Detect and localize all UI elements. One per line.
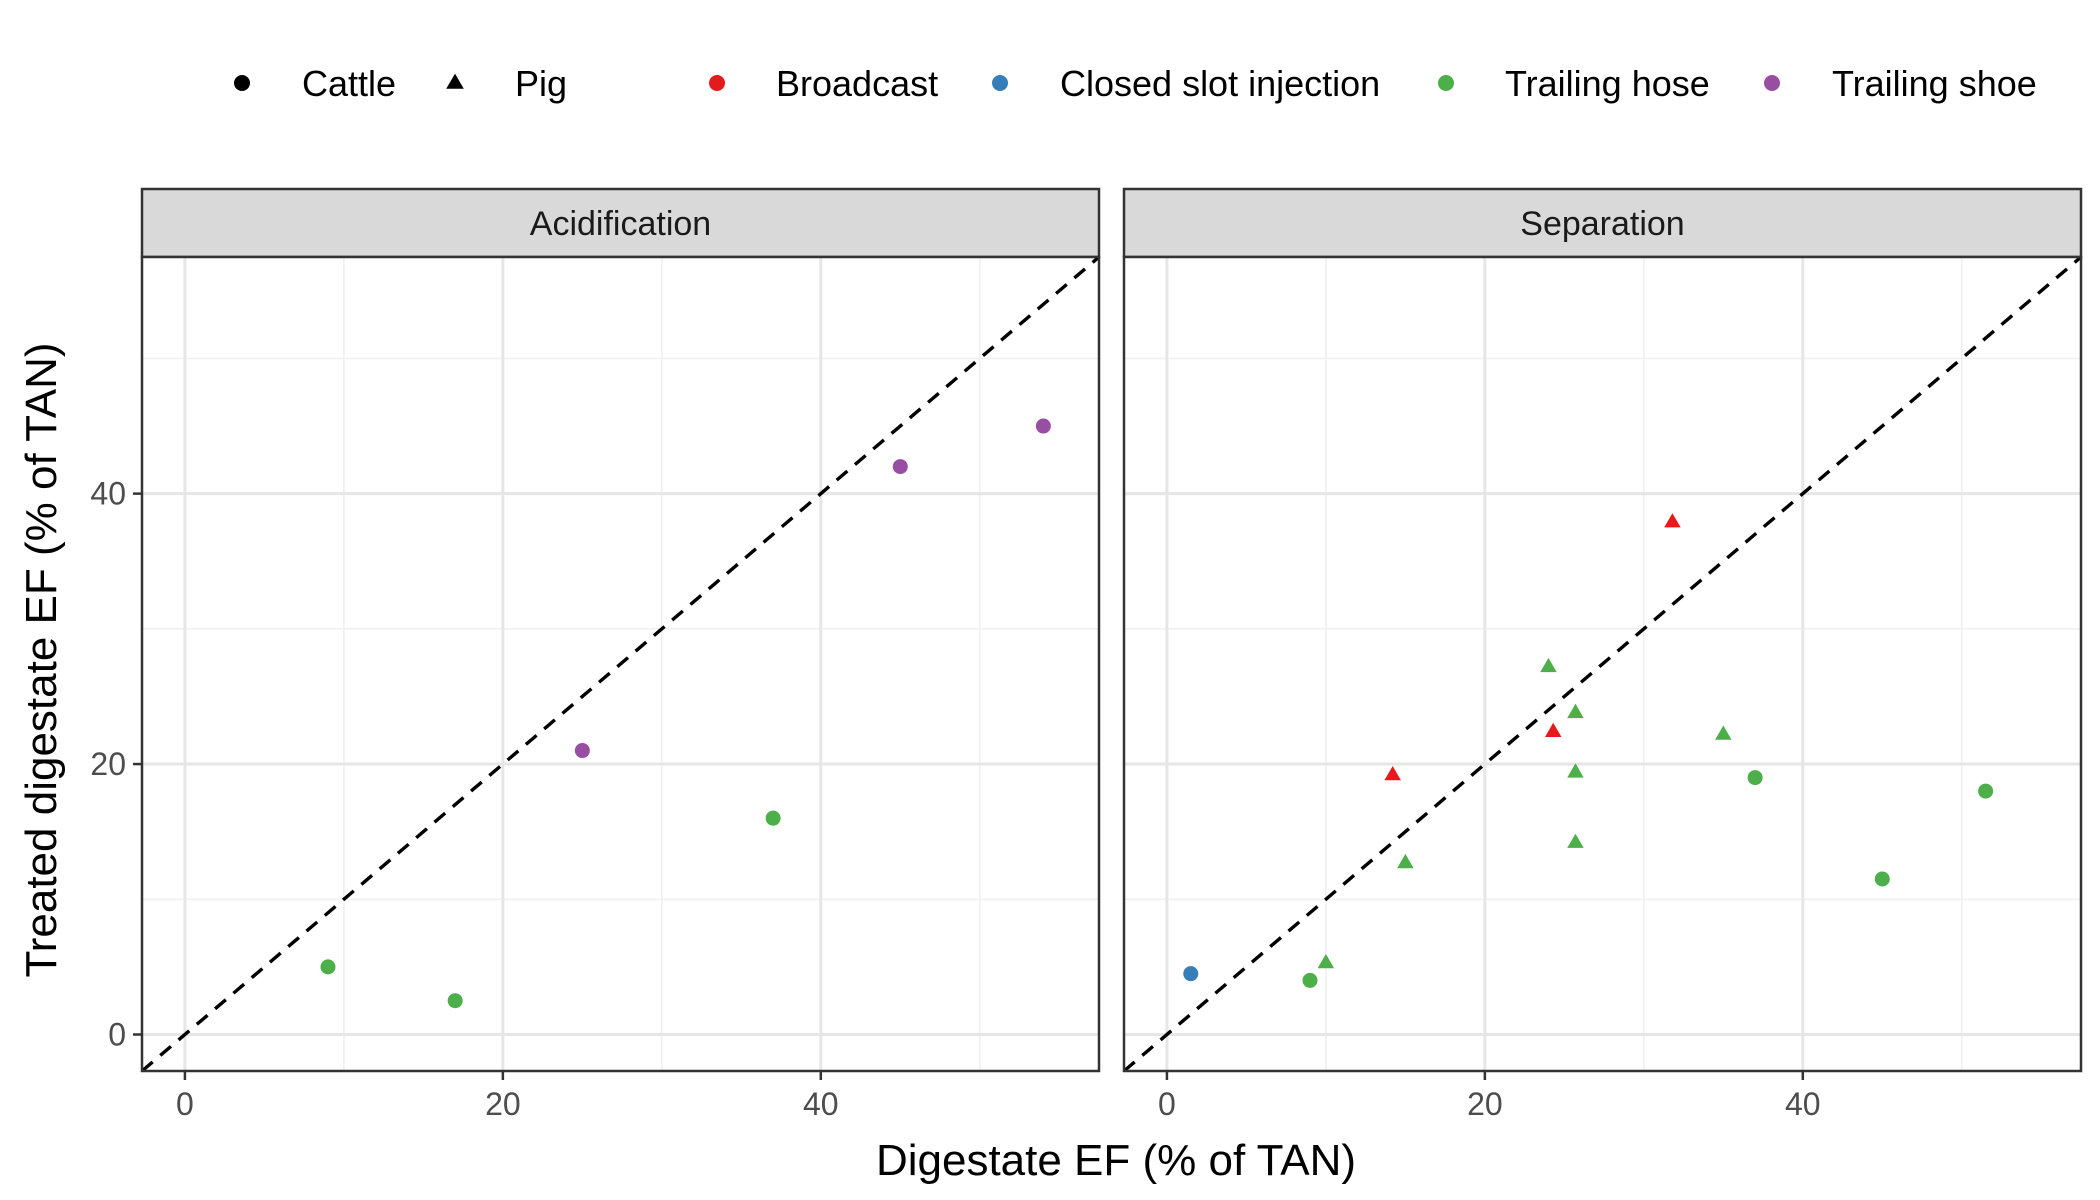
legend-label: Trailing hose bbox=[1505, 63, 1710, 104]
data-point bbox=[765, 810, 781, 826]
data-point bbox=[1747, 770, 1763, 786]
legend-key-trailing-hose bbox=[1438, 75, 1454, 91]
legend-label: Trailing shoe bbox=[1832, 63, 2037, 104]
panel-border bbox=[140, 255, 1101, 1073]
y-axis-title: Treated digestate EF (% of TAN) bbox=[17, 343, 66, 978]
data-point bbox=[1540, 657, 1557, 673]
x-axis-title: Digestate EF (% of TAN) bbox=[876, 1136, 1356, 1185]
panel-separation: Separation 0 20 40 bbox=[1122, 187, 2083, 1122]
facet-title: Separation bbox=[1520, 205, 1684, 243]
data-point bbox=[1715, 725, 1732, 740]
x-tick-label: 40 bbox=[803, 1086, 839, 1122]
x-tick-label: 20 bbox=[485, 1086, 521, 1122]
data-point bbox=[1567, 763, 1584, 778]
legend-label: Pig bbox=[515, 63, 567, 104]
legend-key-cattle bbox=[234, 75, 250, 91]
legend-key-broadcast bbox=[709, 75, 725, 91]
data-point bbox=[447, 993, 463, 1009]
data-point bbox=[1874, 871, 1890, 887]
reference-line bbox=[140, 255, 1101, 1073]
data-point bbox=[1384, 766, 1401, 781]
facet-title: Acidification bbox=[530, 205, 711, 243]
data-point bbox=[1567, 703, 1584, 719]
facet-strip bbox=[140, 187, 1101, 259]
y-tick-label: 40 bbox=[90, 476, 126, 512]
reference-line bbox=[1122, 255, 2083, 1073]
y-tick-label: 20 bbox=[90, 746, 126, 782]
x-tick-label: 0 bbox=[1158, 1086, 1176, 1122]
data-point bbox=[1183, 966, 1199, 982]
legend-key-trailing-shoe bbox=[1764, 75, 1780, 91]
facet-strip bbox=[1122, 187, 2083, 259]
legend: Cattle Pig Broadcast Closed slot injection T… bbox=[234, 63, 2037, 104]
legend-key-closed-slot-injection bbox=[992, 75, 1008, 91]
y-tick-label: 0 bbox=[108, 1016, 126, 1052]
panels: Acidification 0 20 40 0 20 40 Separation 0 20 40 bbox=[90, 187, 2083, 1122]
data-point bbox=[1545, 722, 1562, 737]
data-point bbox=[1664, 513, 1681, 528]
data-point bbox=[892, 459, 908, 475]
data-point bbox=[1035, 418, 1051, 434]
x-tick-label: 20 bbox=[1467, 1086, 1503, 1122]
data-point bbox=[1567, 833, 1584, 848]
x-tick-label: 40 bbox=[1785, 1086, 1821, 1122]
panel-border bbox=[1122, 255, 2083, 1073]
legend-label: Closed slot injection bbox=[1060, 63, 1380, 104]
data-point bbox=[574, 743, 590, 759]
legend-label: Broadcast bbox=[776, 63, 938, 104]
data-point bbox=[1317, 954, 1335, 969]
legend-key-pig bbox=[446, 73, 464, 89]
data-point bbox=[1978, 783, 1994, 799]
legend-label: Cattle bbox=[302, 63, 396, 104]
panel-acidification: Acidification 0 20 40 0 20 40 bbox=[90, 187, 1101, 1122]
data-point bbox=[1397, 853, 1414, 869]
data-point bbox=[320, 959, 336, 975]
data-point bbox=[1302, 972, 1318, 988]
x-tick-label: 0 bbox=[176, 1086, 194, 1122]
